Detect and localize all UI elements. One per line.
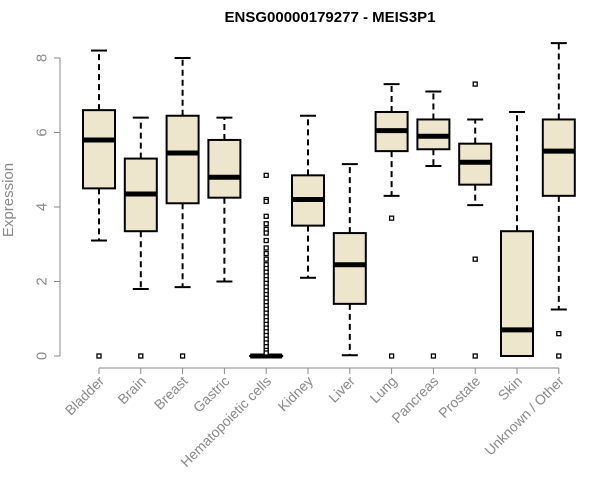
y-tick-label: 8: [34, 54, 51, 62]
outlier-point: [263, 172, 269, 178]
outlier-point: [556, 353, 562, 359]
y-tick-label: 2: [34, 277, 51, 285]
box-bladder: [82, 49, 116, 359]
outlier-point: [263, 198, 269, 205]
x-tick-label: Liver: [325, 373, 358, 406]
outlier-point: [472, 81, 478, 87]
iqr-box: [207, 138, 242, 199]
box-hematopoietic-cells: [249, 172, 284, 359]
iqr-box: [541, 118, 576, 197]
outlier-point: [388, 215, 395, 221]
outlier-point: [263, 256, 269, 262]
x-tick-label: Skin: [495, 373, 526, 404]
x-tick-label: Breast: [151, 373, 191, 413]
outlier-point: [263, 245, 269, 251]
x-tick-label: Unknown / Other: [481, 373, 567, 459]
x-tick-label: Kidney: [275, 373, 317, 415]
outlier-point: [388, 353, 395, 359]
iqr-box: [82, 109, 116, 190]
outlier-point: [138, 353, 144, 359]
boxes: [82, 42, 576, 359]
x-tick-label: Lung: [366, 373, 399, 406]
outlier-point: [263, 230, 269, 236]
box-breast: [165, 57, 200, 359]
box-kidney: [291, 114, 325, 279]
box-prostate: [458, 81, 493, 359]
box-liver: [332, 163, 367, 357]
outlier-point: [472, 256, 478, 262]
outlier-point: [263, 221, 269, 227]
y-tick-label: 0: [34, 352, 51, 360]
iqr-box: [332, 232, 367, 305]
outlier-point: [556, 330, 562, 337]
iqr-box: [165, 114, 200, 205]
box-pancreas: [416, 90, 451, 359]
box-unknown-other: [541, 42, 576, 359]
x-tick-label: Brain: [114, 373, 148, 407]
x-tick-label: Bladder: [62, 373, 108, 419]
outlier-point: [430, 353, 437, 359]
y-tick-label: 4: [34, 203, 51, 211]
x-tick-label: Prostate: [435, 373, 483, 421]
outlier-point: [263, 237, 269, 244]
box-lung: [374, 83, 409, 359]
box-brain: [123, 116, 158, 359]
box-gastric: [207, 116, 242, 283]
y-tick-label: 6: [34, 128, 51, 136]
y-axis-label: Expression: [0, 163, 17, 237]
chart-title: ENSG00000179277 - MEIS3P1: [225, 9, 436, 26]
outlier-point: [263, 213, 269, 219]
outlier-point: [472, 353, 478, 359]
iqr-box: [500, 230, 534, 357]
outlier-point: [263, 350, 269, 356]
box-skin: [500, 111, 534, 357]
outlier-point: [263, 250, 269, 257]
outlier-point: [96, 353, 102, 359]
outlier-point: [179, 353, 186, 359]
